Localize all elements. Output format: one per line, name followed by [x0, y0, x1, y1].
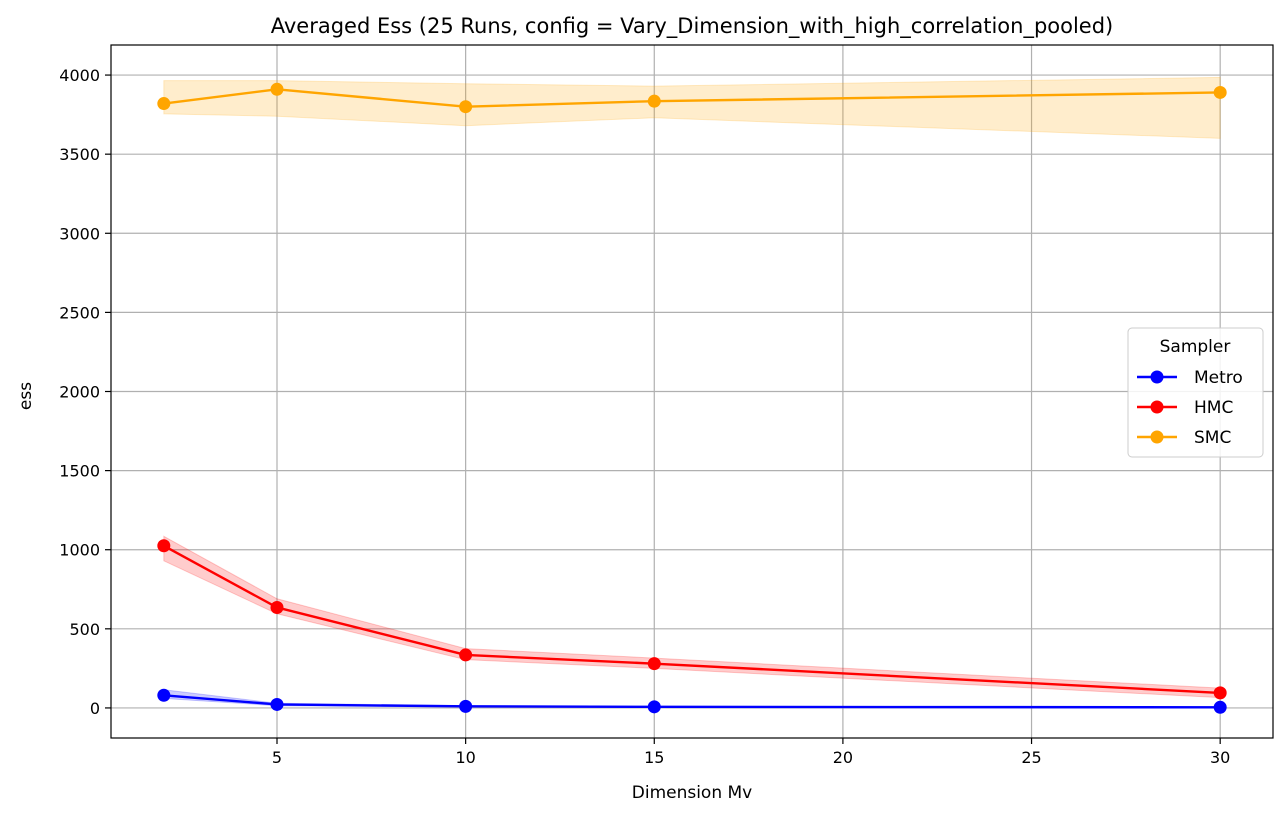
x-axis-label: Dimension Mv: [632, 783, 753, 803]
legend-label-hmc: HMC: [1194, 398, 1233, 418]
y-tick-label: 4000: [59, 66, 100, 85]
y-axis-label: ess: [16, 382, 36, 410]
legend-entries: Metro HMC SMC: [1137, 368, 1243, 448]
y-tick-label: 3500: [59, 145, 100, 164]
x-tick-label: 15: [644, 748, 664, 767]
smc-band: [163, 76, 1221, 139]
legend-label-smc: SMC: [1194, 428, 1231, 448]
metro-point: [270, 697, 284, 711]
y-tick-label: 1000: [59, 541, 100, 560]
x-tick-label: 25: [1021, 748, 1041, 767]
x-tick-label: 5: [272, 748, 282, 767]
legend-marker-metro: [1150, 370, 1164, 384]
chart-title: Averaged Ess (25 Runs, config = Vary_Dim…: [271, 14, 1114, 39]
legend-label-metro: Metro: [1194, 368, 1243, 388]
metro-point: [647, 700, 661, 714]
y-tick-label: 0: [90, 699, 100, 718]
y-axis-ticks: 0 500 1000 1500 2000 2500 3000 3500 4000: [59, 66, 111, 718]
legend-box: [1127, 327, 1264, 458]
smc-point: [270, 82, 284, 96]
smc-point: [157, 97, 171, 111]
y-tick-label: 2500: [59, 303, 100, 322]
y-tick-label: 2000: [59, 383, 100, 402]
x-axis-ticks: 5 10 15 20 25 30: [272, 738, 1230, 767]
metro-point: [1213, 700, 1227, 714]
x-tick-label: 20: [833, 748, 853, 767]
legend-marker-hmc: [1150, 400, 1164, 414]
smc-point: [1213, 85, 1227, 99]
legend-title: Sampler: [1160, 337, 1231, 357]
series-markers: [157, 82, 1227, 714]
legend-marker-smc: [1150, 430, 1164, 444]
legend: Sampler Metro HMC SMC: [1127, 327, 1264, 458]
hmc-point: [157, 539, 171, 553]
y-tick-label: 3000: [59, 224, 100, 243]
y-tick-label: 1500: [59, 462, 100, 481]
hmc-point: [1213, 686, 1227, 700]
hmc-point: [270, 600, 284, 614]
hmc-point: [459, 648, 473, 662]
smc-point: [647, 94, 661, 108]
metro-point: [459, 699, 473, 713]
x-tick-label: 10: [455, 748, 475, 767]
metro-point: [157, 688, 171, 702]
x-tick-label: 30: [1210, 748, 1230, 767]
y-tick-label: 500: [69, 620, 100, 639]
hmc-point: [647, 657, 661, 671]
grid-lines: [111, 45, 1273, 738]
smc-point: [459, 100, 473, 114]
